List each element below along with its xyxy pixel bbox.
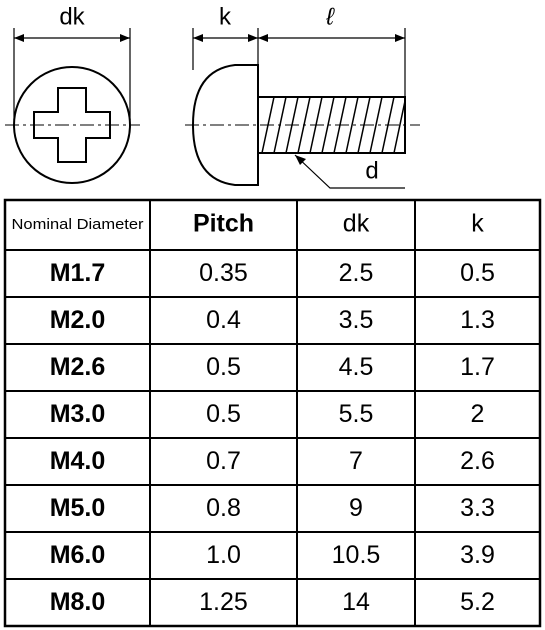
table-cell: 3.9 (460, 541, 495, 569)
table-cell: 0.5 (206, 400, 241, 428)
table-cell: 5.2 (460, 588, 495, 616)
row-label: M3.0 (50, 400, 106, 428)
dimension-lines (13, 28, 406, 189)
row-label: M8.0 (50, 588, 106, 616)
screw-drawing (5, 28, 420, 189)
row-label: M5.0 (50, 494, 106, 522)
table-cell: 0.5 (460, 259, 495, 287)
table-cell: 0.7 (206, 447, 241, 475)
table-cell: 14 (342, 588, 370, 616)
table-cell: 7 (349, 447, 363, 475)
arrowheads (14, 34, 405, 165)
table-cell: 0.4 (206, 306, 241, 334)
table-cell: 2.5 (339, 259, 374, 287)
header-cell: dk (343, 210, 370, 238)
header-cell: Nominal Diameter (12, 216, 144, 233)
row-label: M1.7 (50, 259, 106, 287)
label-dk: dk (59, 3, 85, 30)
table-cell: 2 (471, 400, 485, 428)
table-cell: 5.5 (339, 400, 374, 428)
label-k: k (219, 3, 232, 30)
row-label: M4.0 (50, 447, 106, 475)
table-cell: 3.3 (460, 494, 495, 522)
header-cell: Pitch (193, 210, 254, 238)
row-label: M2.0 (50, 306, 106, 334)
label-d: d (365, 157, 378, 184)
cross-recess (33, 87, 111, 163)
threads (261, 96, 406, 154)
label-length: ℓ (325, 3, 335, 30)
table-cell: 1.7 (460, 353, 495, 381)
row-label: M2.6 (50, 353, 106, 381)
table-cell: 0.35 (199, 259, 248, 287)
table-cell: 1.3 (460, 306, 495, 334)
header-cell: k (471, 210, 484, 238)
table-cell: 3.5 (339, 306, 374, 334)
row-label: M6.0 (50, 541, 106, 569)
table-cell: 9 (349, 494, 363, 522)
table-cell: 10.5 (332, 541, 381, 569)
table-cell: 1.0 (206, 541, 241, 569)
table-cell: 0.5 (206, 353, 241, 381)
table-cell: 4.5 (339, 353, 374, 381)
table-cell: 2.6 (460, 447, 495, 475)
dimension-table: Nominal Diameter Pitch dk k M1.7 0.35 2.5 0.5 M2… (3, 198, 542, 628)
table-cell: 1.25 (199, 588, 248, 616)
table-border (3, 198, 542, 628)
table-cell: 0.8 (206, 494, 241, 522)
